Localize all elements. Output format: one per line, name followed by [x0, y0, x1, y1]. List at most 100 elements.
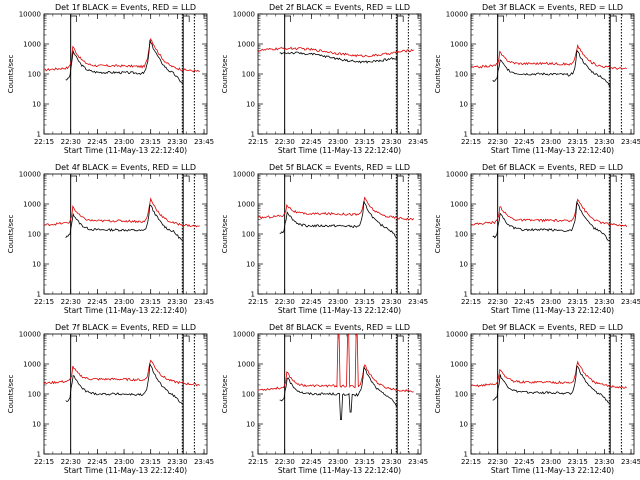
x-tick-label: 22:45	[301, 458, 321, 466]
panel-title: Det 7f BLACK = Events, RED = LLD	[55, 323, 196, 332]
y-tick-label: 1	[464, 451, 468, 459]
events-series-line	[65, 204, 184, 242]
events-series-line	[492, 49, 611, 87]
x-tick-label: 22:45	[301, 138, 321, 146]
event-bracket	[183, 175, 190, 182]
panel: Det 1f BLACK = Events, RED = LLD 1 10 100 10…	[7, 3, 214, 155]
y-tick-label: 10	[246, 101, 255, 109]
x-axis-label: Start Time (11-May-13 22:12:40)	[278, 466, 401, 475]
panel-title: Det 6f BLACK = Events, RED = LLD	[482, 163, 623, 172]
y-axis-label: Counts/sec	[221, 215, 229, 254]
y-tick-label: 100	[455, 71, 468, 79]
x-tick-label: 22:15	[248, 298, 268, 306]
x-tick-label: 22:30	[61, 138, 81, 146]
x-tick-label: 23:00	[114, 298, 134, 306]
y-tick-label: 10	[246, 421, 255, 429]
x-tick-label: 22:30	[488, 298, 508, 306]
x-tick-label: 22:15	[461, 138, 481, 146]
y-tick-label: 1000	[237, 41, 255, 49]
x-tick-label: 23:30	[167, 298, 187, 306]
x-tick-label: 23:30	[381, 138, 401, 146]
lld-series-line	[43, 359, 200, 387]
y-tick-label: 1000	[23, 201, 41, 209]
y-tick-label: 10000	[19, 331, 41, 339]
x-tick-label: 23:15	[568, 298, 588, 306]
y-axis-label: Counts/sec	[7, 55, 15, 94]
x-tick-label: 22:45	[514, 458, 534, 466]
x-tick-label: 22:30	[275, 298, 295, 306]
y-tick-label: 1	[251, 131, 255, 139]
x-axis-label: Start Time (11-May-13 22:12:40)	[64, 306, 187, 315]
panel: Det 7f BLACK = Events, RED = LLD 1 10 100 10…	[7, 323, 214, 475]
y-tick-label: 100	[28, 391, 41, 399]
event-bracket	[70, 15, 78, 22]
lld-series-line	[257, 196, 415, 221]
panel: Det 5f BLACK = Events, RED = LLD 1 10 100 10…	[221, 163, 428, 315]
y-tick-label: 1	[37, 131, 41, 139]
y-tick-label: 1	[251, 291, 255, 299]
x-axis-label: Start Time (11-May-13 22:12:40)	[278, 306, 401, 315]
y-axis-label: Counts/sec	[434, 55, 442, 94]
x-tick-label: 23:45	[194, 298, 214, 306]
lld-series-line	[470, 43, 627, 70]
x-axis-label: Start Time (11-May-13 22:12:40)	[491, 466, 614, 475]
y-tick-label: 10000	[233, 11, 255, 19]
event-bracket	[397, 175, 404, 182]
events-series-line	[492, 365, 611, 405]
x-tick-label: 22:15	[34, 138, 54, 146]
y-tick-label: 100	[28, 71, 41, 79]
x-tick-label: 22:30	[275, 138, 295, 146]
event-bracket	[610, 335, 617, 342]
y-tick-label: 10	[32, 421, 41, 429]
x-tick-label: 23:15	[568, 458, 588, 466]
x-tick-label: 23:00	[328, 298, 348, 306]
lld-series-line	[43, 37, 200, 73]
panel: Det 6f BLACK = Events, RED = LLD 1 10 100 10…	[434, 163, 640, 315]
x-tick-label: 22:15	[248, 138, 268, 146]
x-axis-label: Start Time (11-May-13 22:12:40)	[64, 146, 187, 155]
x-tick-label: 23:00	[541, 138, 561, 146]
x-tick-label: 23:00	[328, 458, 348, 466]
x-tick-label: 23:30	[381, 298, 401, 306]
x-axis-label: Start Time (11-May-13 22:12:40)	[64, 466, 187, 475]
y-tick-label: 100	[455, 391, 468, 399]
lld-series-line	[470, 198, 628, 228]
x-axis-label: Start Time (11-May-13 22:12:40)	[278, 146, 401, 155]
y-tick-label: 100	[242, 391, 255, 399]
panel-title: Det 3f BLACK = Events, RED = LLD	[482, 3, 623, 12]
y-axis-label: Counts/sec	[434, 215, 442, 254]
y-tick-label: 1000	[23, 41, 41, 49]
y-tick-label: 1	[37, 451, 41, 459]
x-tick-label: 23:00	[541, 298, 561, 306]
x-tick-label: 23:30	[167, 458, 187, 466]
x-tick-label: 22:30	[61, 298, 81, 306]
panel-title: Det 5f BLACK = Events, RED = LLD	[269, 163, 410, 172]
x-tick-label: 23:30	[381, 458, 401, 466]
event-bracket	[497, 15, 505, 22]
y-tick-label: 10000	[19, 11, 41, 19]
event-bracket	[284, 335, 292, 342]
events-series-line	[492, 200, 611, 242]
lld-series-line	[43, 197, 200, 228]
x-tick-label: 22:30	[275, 458, 295, 466]
y-tick-label: 1000	[23, 361, 41, 369]
events-series-line	[65, 39, 184, 85]
events-series-line	[279, 366, 398, 420]
y-axis-label: Counts/sec	[434, 375, 442, 414]
y-axis-label: Counts/sec	[7, 375, 15, 414]
x-tick-label: 23:15	[355, 138, 375, 146]
x-axis-label: Start Time (11-May-13 22:12:40)	[491, 146, 614, 155]
x-tick-label: 22:30	[488, 138, 508, 146]
event-bracket	[497, 335, 505, 342]
y-tick-label: 1	[464, 291, 468, 299]
y-axis-label: Counts/sec	[221, 55, 229, 94]
y-tick-label: 10	[459, 261, 468, 269]
y-tick-label: 10	[459, 101, 468, 109]
y-tick-label: 100	[455, 231, 468, 239]
y-tick-label: 1000	[237, 201, 255, 209]
x-tick-label: 23:15	[141, 298, 161, 306]
x-tick-label: 23:00	[114, 138, 134, 146]
x-tick-label: 23:45	[408, 138, 428, 146]
x-tick-label: 22:45	[87, 458, 107, 466]
y-tick-label: 100	[28, 231, 41, 239]
